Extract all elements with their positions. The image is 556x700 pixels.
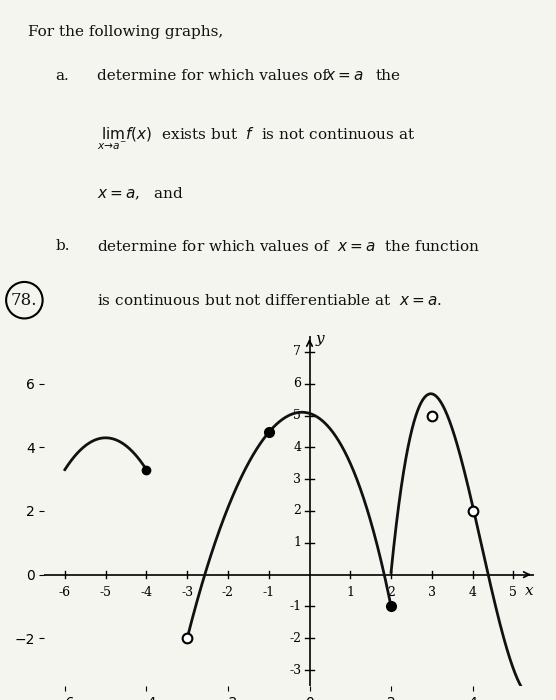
Text: -3: -3	[181, 586, 193, 598]
Text: y: y	[315, 332, 324, 346]
Text: -2: -2	[222, 586, 234, 598]
Text: -6: -6	[59, 586, 71, 598]
Text: -4: -4	[140, 586, 152, 598]
Text: the: the	[375, 69, 400, 83]
Text: $x = a$: $x = a$	[325, 69, 364, 83]
Text: a.: a.	[56, 69, 70, 83]
Text: x: x	[525, 584, 534, 598]
Text: For the following graphs,: For the following graphs,	[28, 25, 223, 39]
Text: 1: 1	[346, 586, 354, 598]
Text: -1: -1	[262, 586, 275, 598]
Text: 78.: 78.	[11, 292, 38, 309]
Text: 2: 2	[294, 505, 301, 517]
Text: 4: 4	[294, 441, 301, 454]
Text: determine for which values of  $x = a$  the function: determine for which values of $x = a$ th…	[97, 239, 480, 254]
Text: is continuous but not differentiable at  $x = a$.: is continuous but not differentiable at …	[97, 293, 443, 308]
Text: 3: 3	[294, 473, 301, 486]
Text: b.: b.	[56, 239, 70, 253]
Text: determine for which values of: determine for which values of	[97, 69, 328, 83]
Text: $x = a$,   and: $x = a$, and	[97, 186, 185, 202]
Text: -3: -3	[289, 664, 301, 677]
Text: $\lim_{x \to a^-}\! f(x)$  exists but  $f$  is not continuous at: $\lim_{x \to a^-}\! f(x)$ exists but $f$…	[97, 126, 416, 152]
Text: 2: 2	[387, 586, 395, 598]
Text: -5: -5	[100, 586, 112, 598]
Text: 5: 5	[509, 586, 517, 598]
Text: 7: 7	[294, 345, 301, 358]
Text: 1: 1	[294, 536, 301, 550]
Text: 6: 6	[294, 377, 301, 390]
Text: -1: -1	[289, 600, 301, 613]
Text: -2: -2	[289, 632, 301, 645]
Text: 5: 5	[294, 409, 301, 422]
Text: 4: 4	[469, 586, 476, 598]
Text: 3: 3	[428, 586, 436, 598]
